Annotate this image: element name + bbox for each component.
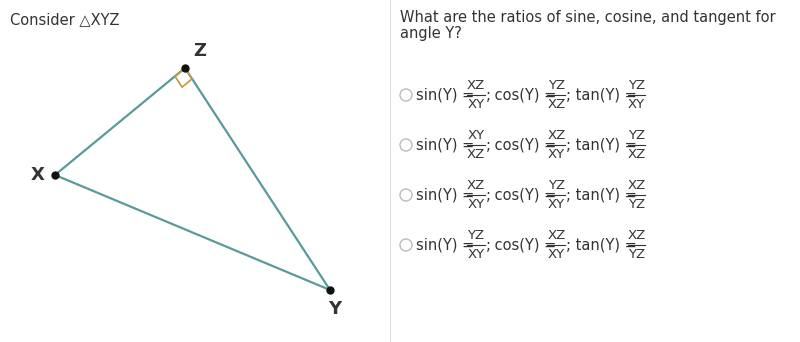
Text: ;: ; <box>486 88 491 103</box>
Text: YZ: YZ <box>628 198 645 211</box>
Text: tan(Y) =: tan(Y) = <box>570 137 641 153</box>
Text: XZ: XZ <box>627 229 646 242</box>
Text: Y: Y <box>329 300 342 318</box>
Text: What are the ratios of sine, cosine, and tangent for: What are the ratios of sine, cosine, and… <box>400 10 776 25</box>
Text: XY: XY <box>467 129 485 142</box>
Text: XZ: XZ <box>547 98 566 111</box>
Text: ;: ; <box>566 237 571 252</box>
Text: XZ: XZ <box>627 148 646 161</box>
Text: angle Y?: angle Y? <box>400 26 462 41</box>
Text: cos(Y) =: cos(Y) = <box>490 237 562 252</box>
Text: XZ: XZ <box>627 179 646 192</box>
Text: sin(Y) =: sin(Y) = <box>416 137 479 153</box>
Text: ;: ; <box>566 88 571 103</box>
Text: tan(Y) =: tan(Y) = <box>570 88 641 103</box>
Text: sin(Y) =: sin(Y) = <box>416 88 479 103</box>
Text: X: X <box>31 166 45 184</box>
Text: cos(Y) =: cos(Y) = <box>490 137 562 153</box>
Text: YZ: YZ <box>628 129 645 142</box>
Text: XY: XY <box>467 248 485 261</box>
Text: XZ: XZ <box>467 179 485 192</box>
Text: XY: XY <box>548 198 565 211</box>
Text: YZ: YZ <box>628 248 645 261</box>
Text: XZ: XZ <box>547 229 566 242</box>
Text: sin(Y) =: sin(Y) = <box>416 237 479 252</box>
Text: Z: Z <box>193 42 206 60</box>
Text: ;: ; <box>486 187 491 202</box>
Text: XZ: XZ <box>547 129 566 142</box>
Text: Consider △XYZ: Consider △XYZ <box>10 12 119 27</box>
Text: sin(Y) =: sin(Y) = <box>416 187 479 202</box>
Text: ;: ; <box>566 187 571 202</box>
Text: cos(Y) =: cos(Y) = <box>490 187 562 202</box>
Text: YZ: YZ <box>467 229 485 242</box>
Text: YZ: YZ <box>548 179 565 192</box>
Text: ;: ; <box>486 137 491 153</box>
Text: cos(Y) =: cos(Y) = <box>490 88 562 103</box>
Text: tan(Y) =: tan(Y) = <box>570 187 641 202</box>
Text: XY: XY <box>548 248 565 261</box>
Text: XY: XY <box>467 198 485 211</box>
Text: XY: XY <box>548 148 565 161</box>
Text: ;: ; <box>566 137 571 153</box>
Text: XZ: XZ <box>467 148 485 161</box>
Text: YZ: YZ <box>548 79 565 92</box>
Text: YZ: YZ <box>628 79 645 92</box>
Text: XY: XY <box>467 98 485 111</box>
Text: XY: XY <box>628 98 645 111</box>
Text: ;: ; <box>486 237 491 252</box>
Text: XZ: XZ <box>467 79 485 92</box>
Text: tan(Y) =: tan(Y) = <box>570 237 641 252</box>
